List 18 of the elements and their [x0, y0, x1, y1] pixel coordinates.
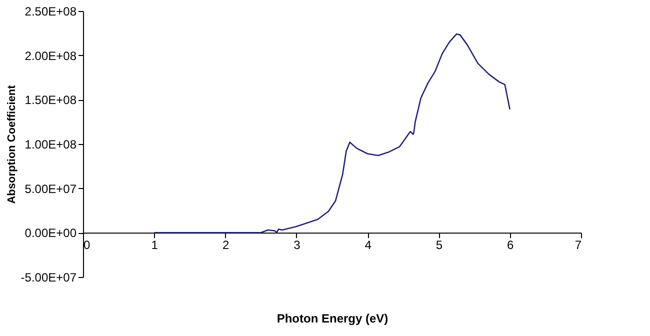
x-tick-label: 7 [574, 238, 582, 252]
x-tick-label: 6 [507, 238, 514, 252]
y-axis-title: Absorption Coefficient [6, 84, 18, 204]
x-tick-label: 1 [151, 238, 158, 252]
x-tick-label: 5 [436, 238, 443, 252]
line-series [153, 33, 511, 234]
x-tick-label: 4 [364, 238, 372, 252]
y-tick-label: 5.00E+07 [24, 182, 77, 196]
y-tick-label: 2.00E+08 [24, 48, 77, 63]
y-tick-label: 1.50E+08 [24, 93, 77, 108]
y-tick-label: 1.00E+08 [24, 138, 77, 152]
x-axis-title: Photon Energy (eV) [276, 312, 388, 326]
x-tick-label: 2 [222, 238, 230, 252]
x-tick-label: 0 [84, 238, 90, 252]
y-tick-label: -5.00E+07 [20, 270, 77, 284]
y-tick-label: 0.00E+00 [24, 226, 77, 240]
x-tick-label: 3 [294, 238, 301, 252]
y-tick-label: 2.50E+08 [24, 4, 77, 18]
